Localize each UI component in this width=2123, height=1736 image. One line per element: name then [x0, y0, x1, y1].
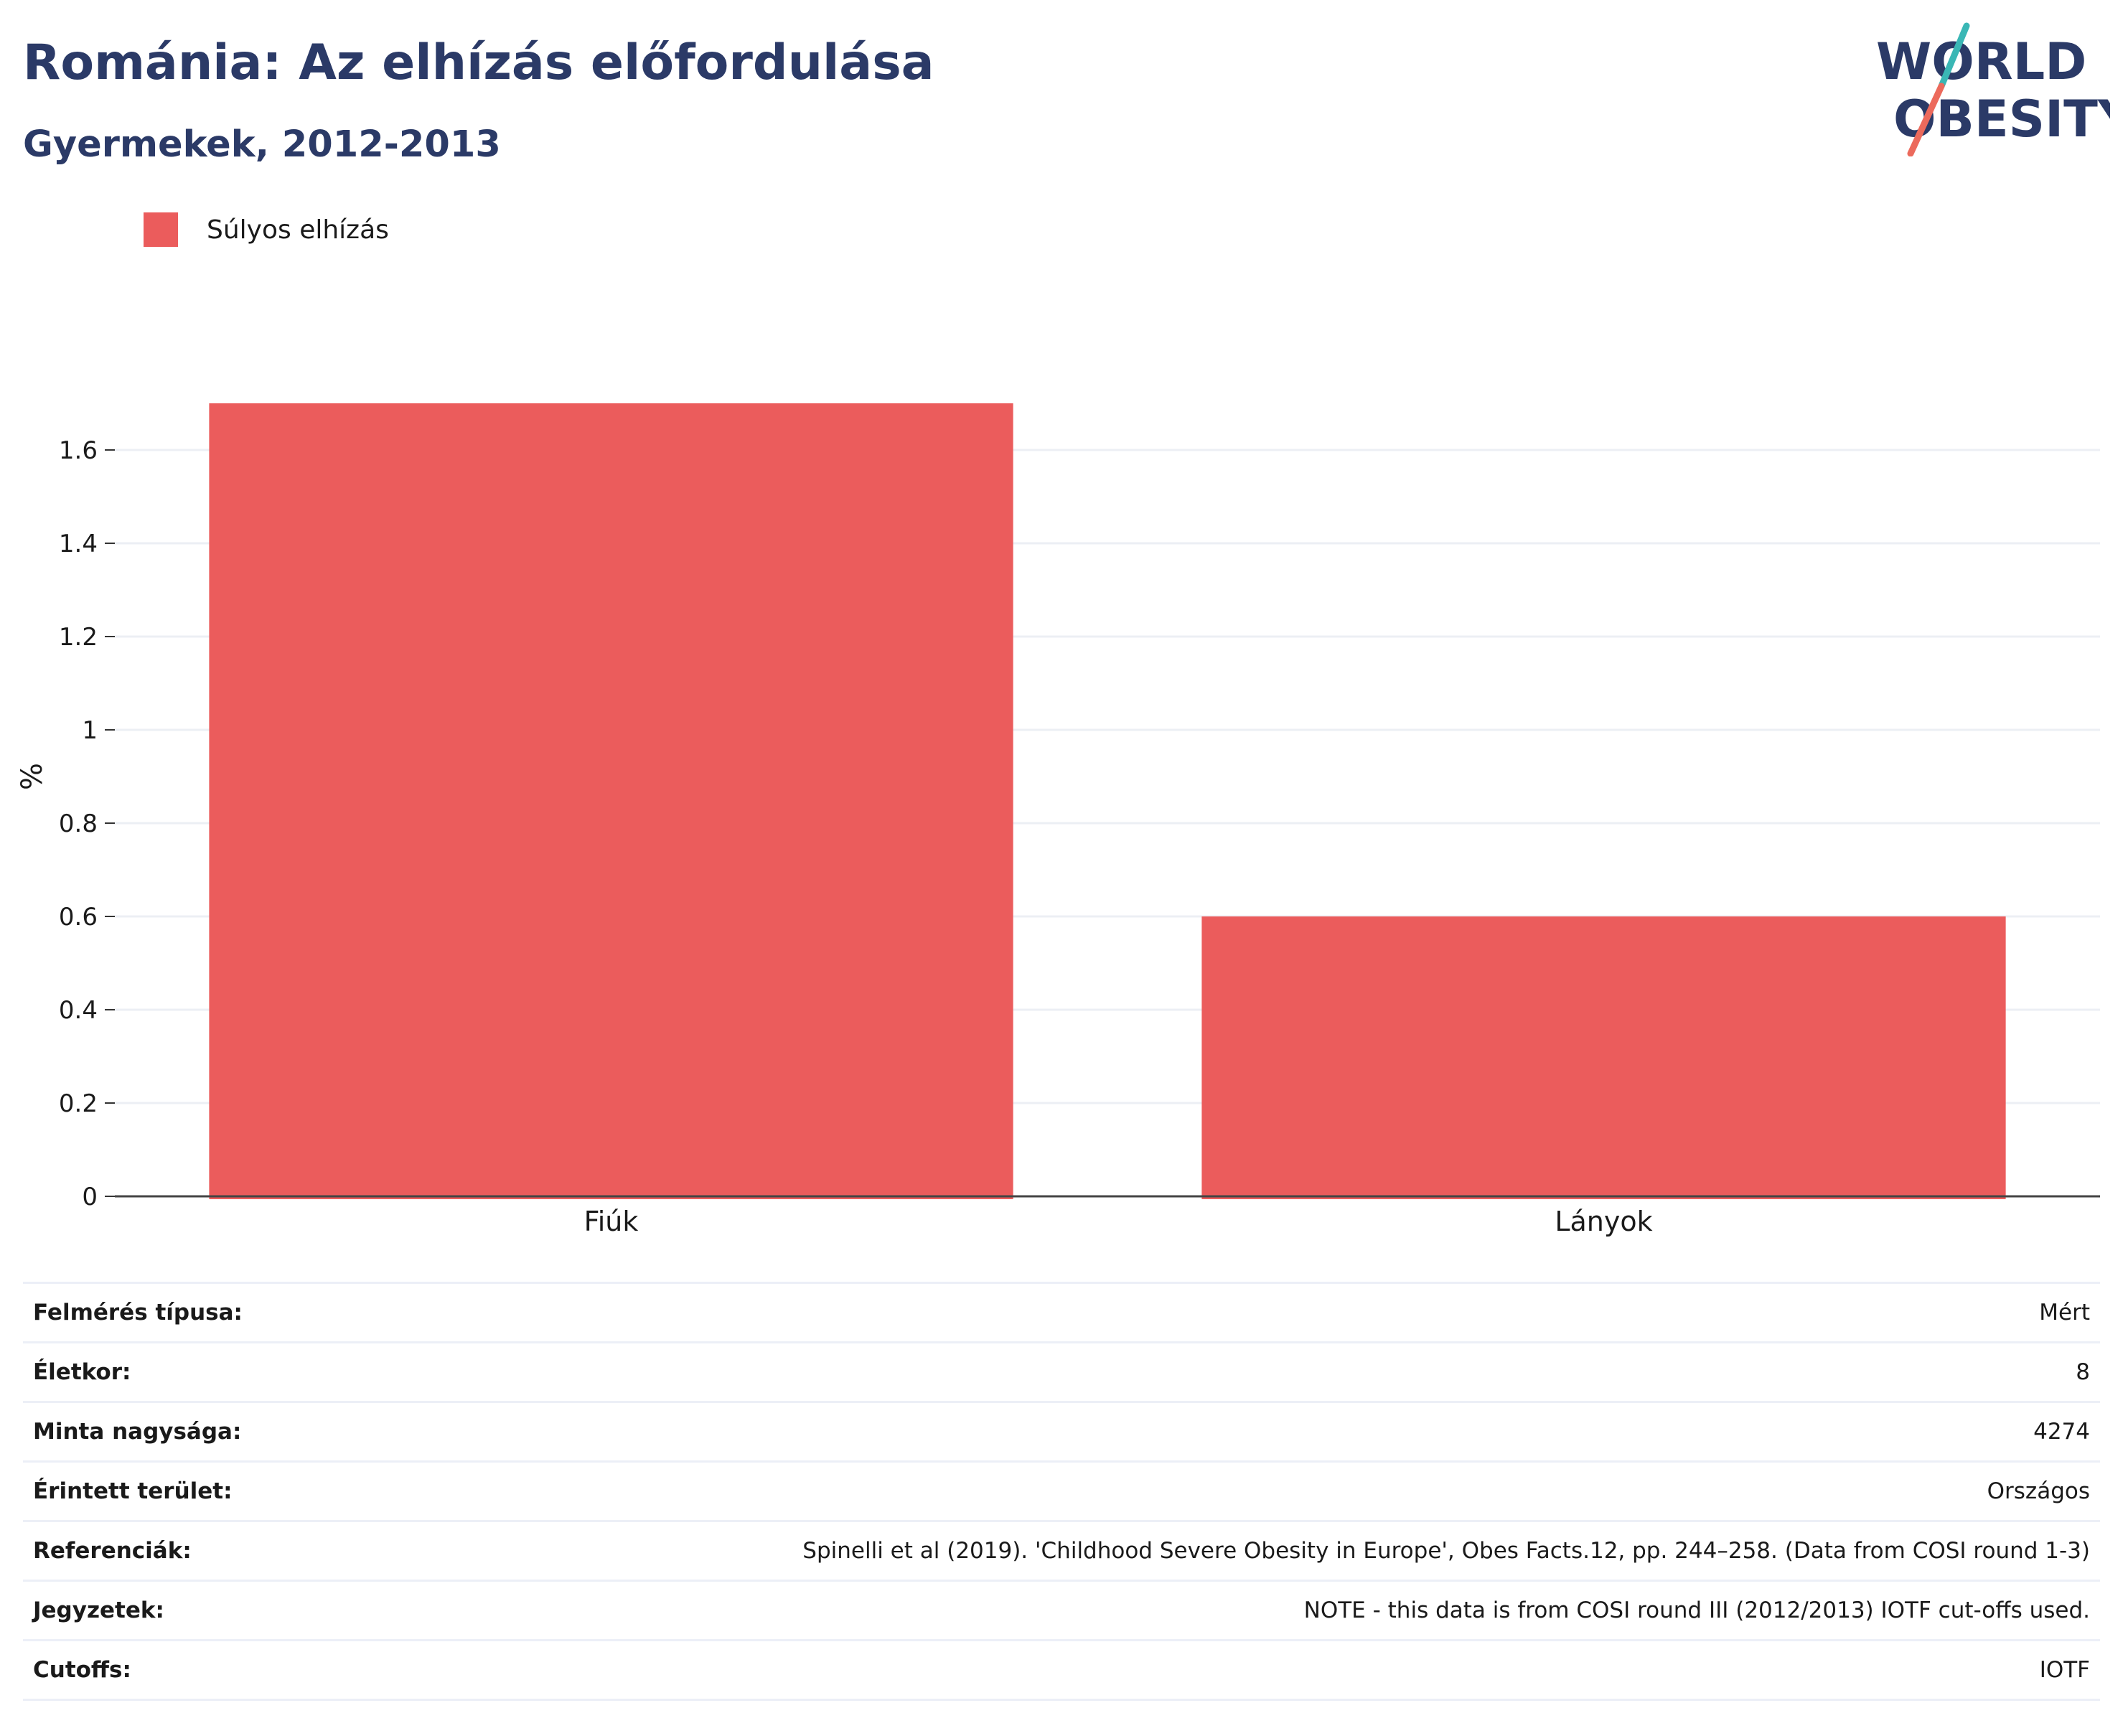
- metadata-key: Jegyzetek:: [23, 1580, 334, 1641]
- y-tick-label: 0.6: [59, 903, 98, 932]
- y-tick-label: 1.6: [59, 436, 98, 465]
- logo-slash-teal: [1938, 22, 1970, 90]
- bar: [1201, 916, 2006, 1199]
- metadata-key: Életkor:: [23, 1342, 334, 1403]
- legend-label-severe-obesity: Súlyos elhízás: [207, 215, 389, 245]
- metadata-value: 4274: [333, 1402, 2100, 1463]
- metadata-key: Minta nagysága:: [23, 1402, 334, 1463]
- y-tick-label: 0: [82, 1183, 98, 1211]
- metadata-table: Felmérés típusa: Mért Életkor: 8 Minta nagys…: [23, 1282, 2100, 1701]
- bar-chart: 0 0.2 0.4 0.6 0.8 1 1.2 1.4 1.6% Fiúk Lányok: [16, 403, 2100, 1237]
- metadata-value: IOTF: [333, 1640, 2100, 1701]
- x-tick-label: Lányok: [1555, 1206, 1652, 1237]
- y-tick-label: 1.2: [59, 623, 98, 652]
- metadata-row: Referenciák: Spinelli et al (2019). 'Chil…: [23, 1521, 2100, 1582]
- metadata-key: Referenciák:: [23, 1521, 334, 1582]
- metadata-row: Érintett terület: Országos: [23, 1461, 2100, 1522]
- y-tick-label: 0.8: [59, 810, 98, 838]
- logo-slash-coral: [1907, 83, 1945, 156]
- metadata-value: NOTE - this data is from COSI round III …: [333, 1580, 2100, 1641]
- legend-swatch-severe-obesity: [144, 212, 178, 247]
- metadata-row: Cutoffs: IOTF: [23, 1640, 2100, 1701]
- y-tick-label: 1: [82, 716, 98, 745]
- metadata-key: Érintett terület:: [23, 1461, 334, 1522]
- metadata-key: Cutoffs:: [23, 1640, 334, 1701]
- metadata-row: Életkor: 8: [23, 1342, 2100, 1403]
- bar: [209, 403, 1013, 1199]
- metadata-value: Mért: [333, 1282, 2100, 1343]
- metadata-key: Felmérés típusa:: [23, 1282, 334, 1343]
- world-obesity-logo: WORLD OBESITY: [1876, 22, 2110, 156]
- metadata-row: Minta nagysága: 4274: [23, 1402, 2100, 1463]
- metadata-row: Felmérés típusa: Mért: [23, 1282, 2100, 1343]
- chart-title: Románia: Az elhízás előfordulása: [23, 34, 934, 91]
- chart-subtitle: Gyermekek, 2012-2013: [23, 123, 501, 166]
- metadata-value: Országos: [333, 1461, 2100, 1522]
- chart-legend[interactable]: Súlyos elhízás: [144, 212, 389, 247]
- x-tick-label: Fiúk: [584, 1206, 639, 1237]
- metadata-value: 8: [333, 1342, 2100, 1403]
- y-axis-title: %: [16, 763, 49, 790]
- metadata-row: Jegyzetek: NOTE - this data is from COSI …: [23, 1580, 2100, 1641]
- y-tick-label: 0.2: [59, 1089, 98, 1118]
- y-tick-label: 1.4: [59, 530, 98, 558]
- logo-word-world: WORLD: [1876, 32, 2086, 91]
- y-tick-label: 0.4: [59, 996, 98, 1025]
- metadata-value: Spinelli et al (2019). 'Childhood Severe…: [333, 1521, 2100, 1582]
